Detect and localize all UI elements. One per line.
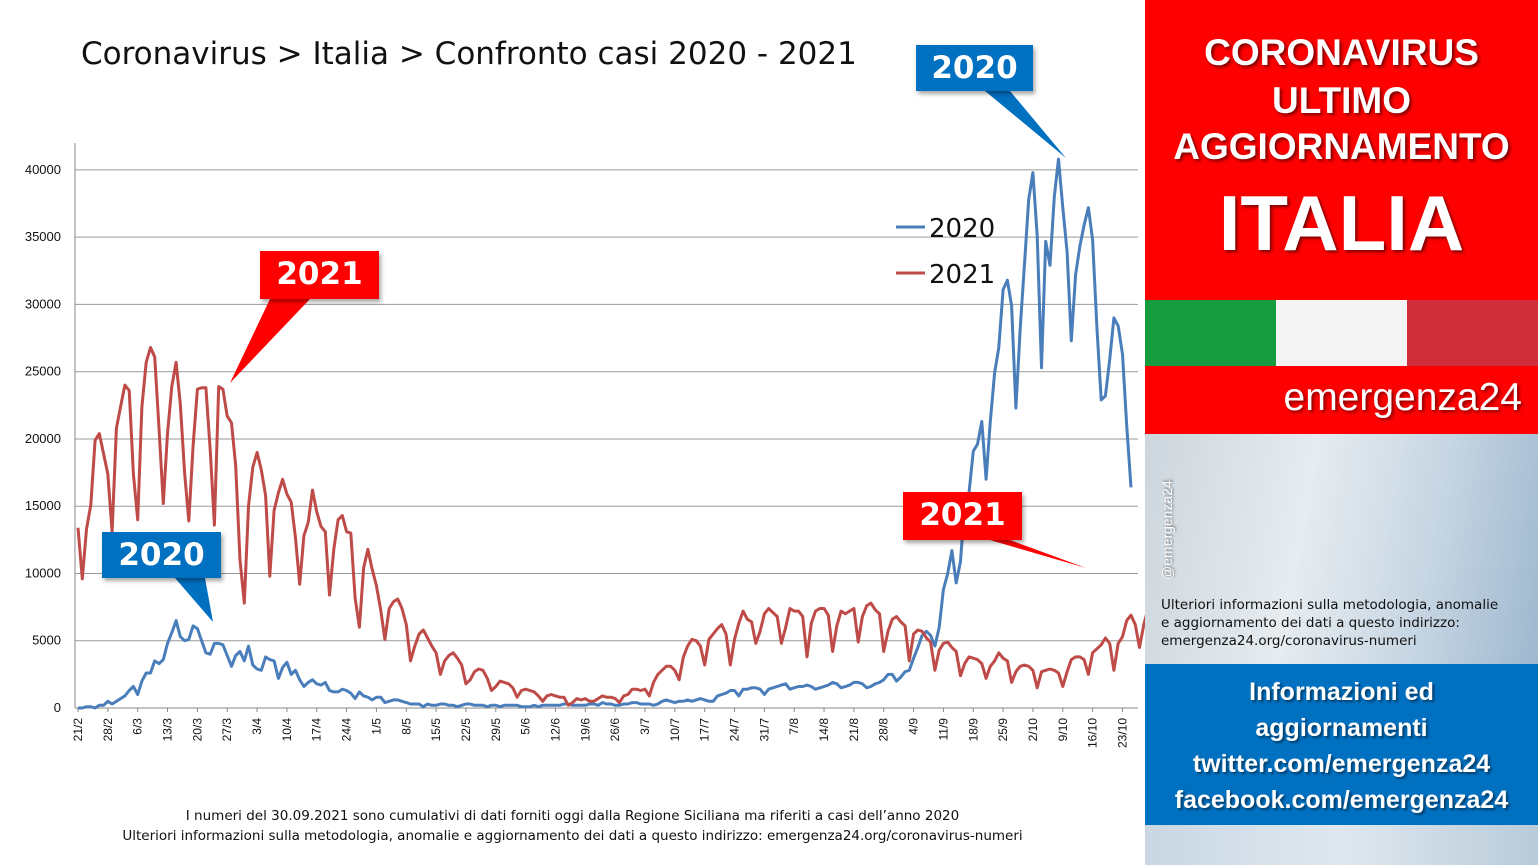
- x-tick-label: 4/9: [907, 718, 921, 735]
- x-tick-label: 16/10: [1086, 718, 1100, 748]
- callout-pointer: [230, 299, 310, 383]
- sidebar: CORONAVIRUS ULTIMO AGGIORNAMENTO ITALIA …: [1145, 0, 1538, 865]
- x-tick-label: 27/3: [220, 718, 234, 742]
- x-tick-label: 14/8: [817, 718, 831, 742]
- info-text: Ulteriori informazioni sulla metodologia…: [1161, 596, 1531, 650]
- x-tick-label: 6/3: [131, 718, 145, 735]
- sidebar-header: CORONAVIRUS ULTIMO AGGIORNAMENTO ITALIA: [1145, 0, 1538, 300]
- bottom-photo-strip: [1145, 825, 1538, 865]
- x-tick-label: 24/7: [728, 718, 742, 742]
- facebook-link[interactable]: facebook.com/emergenza24: [1174, 786, 1509, 814]
- flag-red-stripe: [1407, 300, 1538, 366]
- x-tick-label: 2/10: [1026, 718, 1040, 742]
- flag-white-stripe: [1276, 300, 1407, 366]
- country-label: ITALIA: [1218, 179, 1465, 267]
- twitter-link[interactable]: twitter.com/emergenza24: [1192, 750, 1491, 778]
- callout-2021-spring: 2021: [260, 251, 379, 299]
- x-tick-label: 8/5: [399, 718, 413, 735]
- line-chart: 0 5000 10000 15000 20000 25000 30000 35000 40000…: [25, 91, 1145, 748]
- italian-flag: [1145, 300, 1538, 366]
- x-tick-label: 21/8: [847, 718, 861, 742]
- brand-bar: emergenza24: [1145, 366, 1538, 434]
- x-tick-label: 21/2: [71, 718, 85, 742]
- x-tick-label: 23/10: [1115, 718, 1129, 748]
- x-tick-label: 10/4: [280, 718, 294, 742]
- flag-green-stripe: [1145, 300, 1276, 366]
- x-tick-label: 13/3: [161, 718, 175, 742]
- info-line-3: emergenza24.org/coronavirus-numeri: [1161, 633, 1417, 649]
- series-line-2020: [78, 157, 1133, 710]
- x-tick-label: 5/6: [519, 718, 533, 735]
- x-tick-label: 17/4: [310, 718, 324, 742]
- info-line-1: Ulteriori informazioni sulla metodologia…: [1161, 597, 1499, 613]
- x-tick-label: 12/6: [548, 718, 562, 742]
- y-tick-label: 35000: [25, 229, 61, 244]
- y-tick-label: 25000: [25, 364, 61, 379]
- y-tick-label: 20000: [25, 431, 61, 446]
- callout-2020-spring: 2020: [102, 532, 221, 578]
- callout-pointer: [175, 578, 213, 622]
- x-tick-label: 15/5: [429, 718, 443, 742]
- header-line-3: AGGIORNAMENTO: [1173, 126, 1510, 167]
- social-handle: @emergenza24: [1159, 480, 1175, 580]
- footnote-line-1: I numeri del 30.09.2021 sono cumulativi …: [185, 808, 960, 824]
- x-tick-label: 19/6: [578, 718, 592, 742]
- callout-pointer: [990, 540, 1086, 568]
- chart-title: Coronavirus > Italia > Confronto casi 20…: [81, 36, 857, 72]
- y-tick-label: 30000: [25, 296, 61, 311]
- x-tick-label: 18/9: [966, 718, 980, 742]
- x-tick-label: 3/7: [638, 718, 652, 735]
- x-tick-label: 28/8: [877, 718, 891, 742]
- y-tick-label: 0: [54, 700, 61, 715]
- callout-2020-peak: 2020: [916, 45, 1033, 91]
- x-tick-label: 22/5: [459, 718, 473, 742]
- x-tick-label: 25/9: [996, 718, 1010, 742]
- footnote: I numeri del 30.09.2021 sono cumulativi …: [0, 806, 1145, 846]
- background-photo: [1145, 434, 1538, 664]
- legend-label-2020: 2020: [929, 214, 995, 244]
- x-tick-label: 26/6: [608, 718, 622, 742]
- callout-2021-autumn: 2021: [903, 492, 1022, 540]
- x-tick-label: 17/7: [698, 718, 712, 742]
- header-line-2: ULTIMO: [1271, 80, 1412, 121]
- info-line-2: e aggiornamento dei dati a questo indiri…: [1161, 615, 1460, 631]
- x-tick-label: 11/9: [936, 718, 950, 741]
- footnote-line-2: Ulteriori informazioni sulla metodologia…: [122, 828, 1023, 844]
- y-tick-label: 40000: [25, 162, 61, 177]
- x-tick-label: 3/4: [250, 718, 264, 735]
- callout-pointer: [985, 91, 1066, 158]
- x-tick-label: 29/5: [489, 718, 503, 742]
- x-tick-label: 31/7: [757, 718, 771, 742]
- social-line-1: Informazioni ed: [1249, 678, 1434, 706]
- header-line-1: CORONAVIRUS: [1204, 32, 1479, 73]
- social-panel: Informazioni ed aggiornamenti twitter.co…: [1145, 664, 1538, 825]
- x-tick-label: 20/3: [190, 718, 204, 742]
- y-tick-label: 10000: [25, 565, 61, 580]
- x-tick-label: 28/2: [101, 718, 115, 742]
- x-tick-label: 10/7: [668, 718, 682, 742]
- x-tick-label: 1/5: [369, 718, 383, 735]
- brand-name: emergenza24: [1283, 376, 1523, 419]
- social-line-2: aggiornamenti: [1255, 714, 1428, 742]
- x-tick-label: 24/4: [340, 718, 354, 742]
- x-tick-label: 7/8: [787, 718, 801, 735]
- legend-label-2021: 2021: [929, 260, 995, 290]
- x-tick-label: 9/10: [1056, 718, 1070, 742]
- y-tick-label: 5000: [32, 633, 61, 648]
- chart-panel: Coronavirus > Italia > Confronto casi 20…: [0, 36, 1145, 846]
- series-line-2021: [76, 346, 1145, 707]
- y-tick-label: 15000: [25, 498, 61, 513]
